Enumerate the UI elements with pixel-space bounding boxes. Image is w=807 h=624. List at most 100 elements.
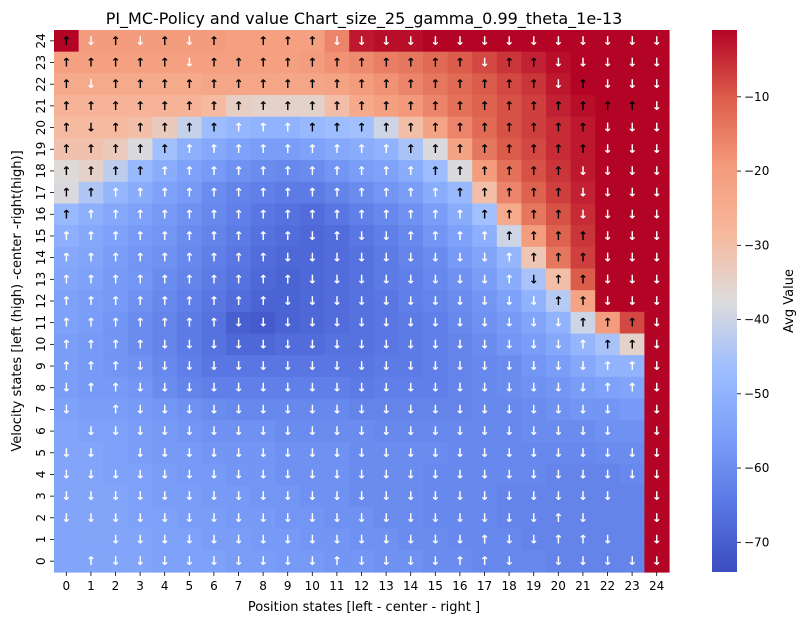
arrow-down-icon: ↓ [652, 359, 662, 373]
heatmap-cell [373, 485, 399, 508]
arrow-up-icon: ↑ [209, 56, 219, 70]
arrow-down-icon: ↓ [258, 554, 268, 568]
heatmap-cell [472, 51, 498, 74]
heatmap-cell [54, 333, 80, 356]
heatmap-cell [152, 463, 178, 486]
x-tick-label: 14 [403, 579, 418, 593]
heatmap-cell [324, 506, 350, 530]
heatmap-cell [619, 181, 645, 205]
heatmap-cell [521, 550, 547, 573]
arrow-down-icon: ↓ [652, 56, 662, 70]
arrow-up-icon: ↑ [160, 56, 170, 70]
heatmap-cell [349, 51, 375, 74]
arrow-down-icon: ↓ [578, 554, 588, 568]
heatmap-cell [398, 203, 424, 226]
arrow-up-icon: ↑ [61, 77, 71, 91]
heatmap-cell [447, 160, 473, 183]
heatmap-cell [398, 181, 424, 205]
arrow-down-icon: ↓ [209, 467, 219, 481]
arrow-up-icon: ↑ [553, 229, 563, 243]
arrow-down-icon: ↓ [455, 446, 465, 460]
arrow-down-icon: ↓ [627, 446, 637, 460]
arrow-up-icon: ↑ [406, 229, 416, 243]
arrow-up-icon: ↑ [135, 56, 145, 70]
heatmap-cell [300, 506, 326, 530]
y-tick-label: 12 [34, 293, 48, 308]
heatmap-cell [127, 95, 153, 118]
arrow-down-icon: ↓ [479, 446, 489, 460]
heatmap-cell [521, 290, 547, 313]
heatmap-cell [226, 485, 252, 508]
heatmap-cell [103, 528, 129, 551]
arrow-up-icon: ↑ [184, 251, 194, 265]
arrow-up-icon: ↑ [184, 142, 194, 156]
heatmap-cell [472, 30, 498, 53]
arrow-down-icon: ↓ [602, 229, 612, 243]
heatmap-cell [644, 311, 670, 335]
heatmap-cell [398, 441, 424, 465]
heatmap-cell [201, 376, 227, 400]
arrow-up-icon: ↑ [135, 337, 145, 351]
arrow-down-icon: ↓ [332, 34, 342, 48]
heatmap-cell [546, 441, 572, 465]
heatmap-cell [201, 463, 227, 486]
arrow-up-icon: ↑ [504, 142, 514, 156]
arrow-down-icon: ↓ [529, 467, 539, 481]
heatmap-cell [447, 463, 473, 486]
heatmap-cell [521, 225, 547, 248]
x-tick-label: 3 [136, 579, 144, 593]
arrow-up-icon: ↑ [61, 359, 71, 373]
arrow-down-icon: ↓ [627, 77, 637, 91]
arrow-up-icon: ↑ [160, 186, 170, 200]
heatmap-cell [324, 355, 350, 378]
arrow-up-icon: ↑ [209, 121, 219, 135]
arrow-down-icon: ↓ [233, 316, 243, 330]
heatmap-cell [595, 463, 621, 486]
heatmap-cell [595, 246, 621, 270]
heatmap-cell [644, 355, 670, 378]
arrow-down-icon: ↓ [356, 402, 366, 416]
heatmap-cell [595, 116, 621, 139]
x-tick-label: 22 [600, 579, 615, 593]
heatmap-cell [54, 528, 80, 551]
heatmap-cell [521, 485, 547, 508]
arrow-up-icon: ↑ [307, 186, 317, 200]
heatmap-cell [472, 116, 498, 139]
arrow-up-icon: ↑ [209, 272, 219, 286]
heatmap-cell [546, 116, 572, 139]
heatmap-cell [103, 290, 129, 313]
x-tick-label: 7 [235, 579, 243, 593]
heatmap-cell [496, 116, 522, 139]
arrow-up-icon: ↑ [553, 186, 563, 200]
heatmap-cell [472, 181, 498, 205]
arrow-up-icon: ↑ [258, 186, 268, 200]
heatmap-cell [201, 73, 227, 96]
heatmap-cell [300, 311, 326, 335]
arrow-up-icon: ↑ [455, 77, 465, 91]
arrow-up-icon: ↑ [529, 142, 539, 156]
arrow-down-icon: ↓ [135, 381, 145, 395]
heatmap-cell [127, 138, 153, 161]
heatmap-cell [373, 420, 399, 443]
arrow-up-icon: ↑ [258, 34, 268, 48]
arrow-up-icon: ↑ [578, 532, 588, 546]
arrow-down-icon: ↓ [406, 511, 416, 525]
arrow-up-icon: ↑ [627, 99, 637, 113]
arrow-down-icon: ↓ [209, 381, 219, 395]
arrow-down-icon: ↓ [233, 402, 243, 416]
heatmap-cell [521, 203, 547, 226]
heatmap-cell [226, 550, 252, 573]
arrow-down-icon: ↓ [504, 467, 514, 481]
arrow-up-icon: ↑ [258, 77, 268, 91]
heatmap-cell [570, 355, 596, 378]
heatmap-cell [275, 376, 301, 400]
heatmap-cell [373, 441, 399, 465]
arrow-down-icon: ↓ [455, 489, 465, 503]
x-tick-label: 6 [210, 579, 218, 593]
arrow-down-icon: ↓ [455, 402, 465, 416]
heatmap-cell [324, 51, 350, 74]
heatmap-cell [423, 246, 449, 270]
arrow-up-icon: ↑ [258, 229, 268, 243]
arrow-up-icon: ↑ [307, 34, 317, 48]
arrow-down-icon: ↓ [184, 359, 194, 373]
